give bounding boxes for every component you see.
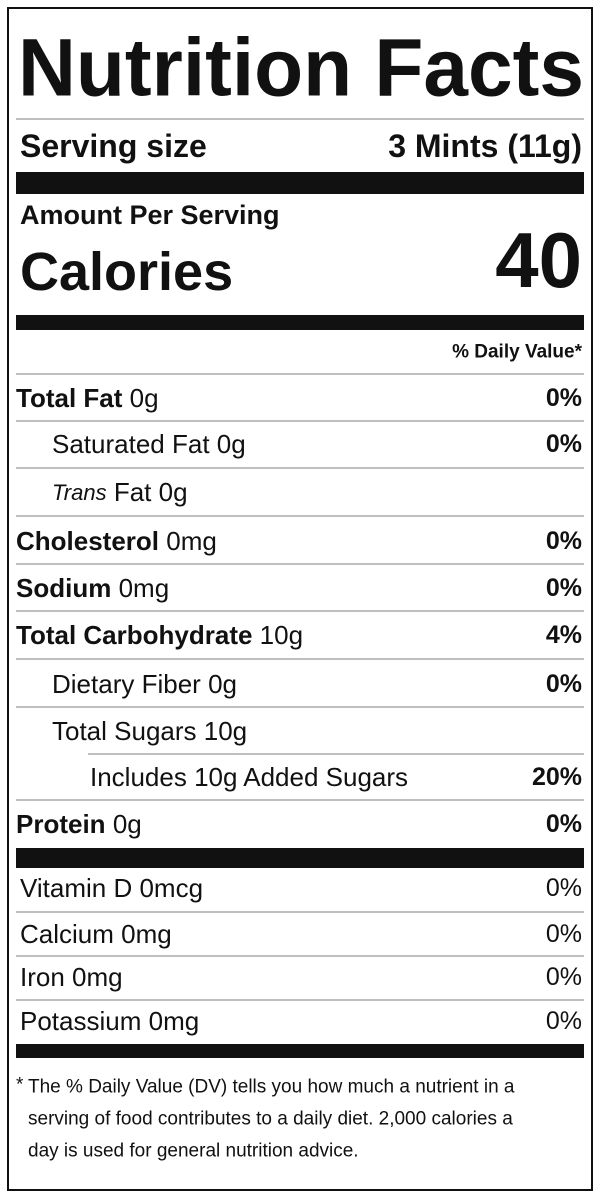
daily-value: 0%	[546, 430, 582, 458]
daily-value: 20%	[532, 763, 582, 791]
nutrient-name: Includes 10g Added Sugars	[90, 762, 408, 792]
vitamin-name: Potassium	[20, 1006, 141, 1036]
nutrient-label: Sodium 0mg	[16, 573, 169, 603]
nutrient-label: Includes 10g Added Sugars	[90, 762, 408, 792]
vitamin-label: Calcium 0mg	[20, 919, 172, 949]
nutrient-amount: 0g	[208, 669, 237, 699]
footnote-marker: *	[16, 1075, 24, 1096]
nutrient-amount: 0g	[217, 429, 246, 459]
nutrient-label: Protein 0g	[16, 809, 142, 839]
nutrient-label: Total Fat 0g	[16, 383, 159, 413]
nutrient-name: Cholesterol	[16, 526, 159, 556]
nutrient-name: Trans	[52, 480, 107, 505]
serving-label: Serving size	[20, 128, 207, 164]
vitamin-amount: 0mg	[121, 919, 172, 949]
nutrient-amount: 0g	[113, 809, 142, 839]
nutrient-label: Total Carbohydrate 10g	[16, 620, 303, 650]
daily-value: 0%	[546, 810, 582, 838]
nutrient-amount: 10g	[204, 716, 247, 746]
footnote-line: The % Daily Value (DV) tells you how muc…	[28, 1077, 515, 1098]
daily-value: 0%	[546, 574, 582, 602]
nutrient-label: Total Sugars 10g	[52, 716, 247, 746]
daily-value: 0%	[546, 670, 582, 698]
vitamin-name: Calcium	[20, 919, 114, 949]
daily-value-header: % Daily Value*	[452, 342, 583, 363]
nutrient-name: Total Fat	[16, 383, 123, 413]
footnote-line: day is used for general nutrition advice…	[28, 1141, 359, 1162]
nutrient-name: Total Carbohydrate	[16, 620, 252, 650]
thick-bar	[16, 315, 584, 330]
vitamin-name: Iron	[20, 962, 65, 992]
nutrient-name-suffix: Fat	[114, 477, 152, 507]
nutrient-label: Dietary Fiber 0g	[52, 669, 237, 699]
amount-per-serving: Amount Per Serving	[20, 200, 280, 230]
calories-label: Calories	[20, 242, 233, 302]
thick-bar	[16, 1044, 584, 1058]
thick-bar	[16, 172, 584, 194]
vitamin-name: Vitamin D	[20, 873, 132, 903]
vitamin-label: Potassium 0mg	[20, 1006, 199, 1036]
nutrient-amount: 0mg	[166, 526, 217, 556]
daily-value: 0%	[546, 1007, 582, 1035]
nutrient-label: Cholesterol 0mg	[16, 526, 217, 556]
thick-bar	[16, 848, 584, 868]
vitamin-amount: 0mg	[72, 962, 123, 992]
title: Nutrition Facts	[18, 23, 584, 114]
nutrient-label: Saturated Fat 0g	[52, 429, 246, 459]
vitamin-amount: 0mg	[149, 1006, 200, 1036]
nutrient-name: Dietary Fiber	[52, 669, 201, 699]
nutrient-label: Trans Fat 0g	[52, 477, 188, 507]
nutrient-name: Protein	[16, 809, 106, 839]
footnote-line: serving of food contributes to a daily d…	[28, 1109, 513, 1130]
daily-value: 0%	[546, 527, 582, 555]
daily-value: 0%	[546, 384, 582, 412]
serving-value: 3 Mints (11g)	[388, 128, 582, 164]
vitamin-label: Iron 0mg	[20, 962, 123, 992]
daily-value: 0%	[546, 963, 582, 991]
daily-value: 0%	[546, 874, 582, 902]
nutrient-name: Sodium	[16, 573, 111, 603]
nutrient-amount: 0g	[159, 477, 188, 507]
daily-value: 4%	[546, 621, 582, 649]
nutrient-amount: 0mg	[119, 573, 170, 603]
nutrient-name: Total Sugars	[52, 716, 197, 746]
nutrient-amount: 10g	[260, 620, 303, 650]
daily-value: 0%	[546, 920, 582, 948]
vitamin-amount: 0mcg	[139, 873, 203, 903]
calories-value: 40	[495, 216, 582, 304]
vitamin-label: Vitamin D 0mcg	[20, 873, 203, 903]
nutrient-name: Saturated Fat	[52, 429, 210, 459]
nutrient-amount: 0g	[130, 383, 159, 413]
label-border	[7, 7, 593, 1191]
